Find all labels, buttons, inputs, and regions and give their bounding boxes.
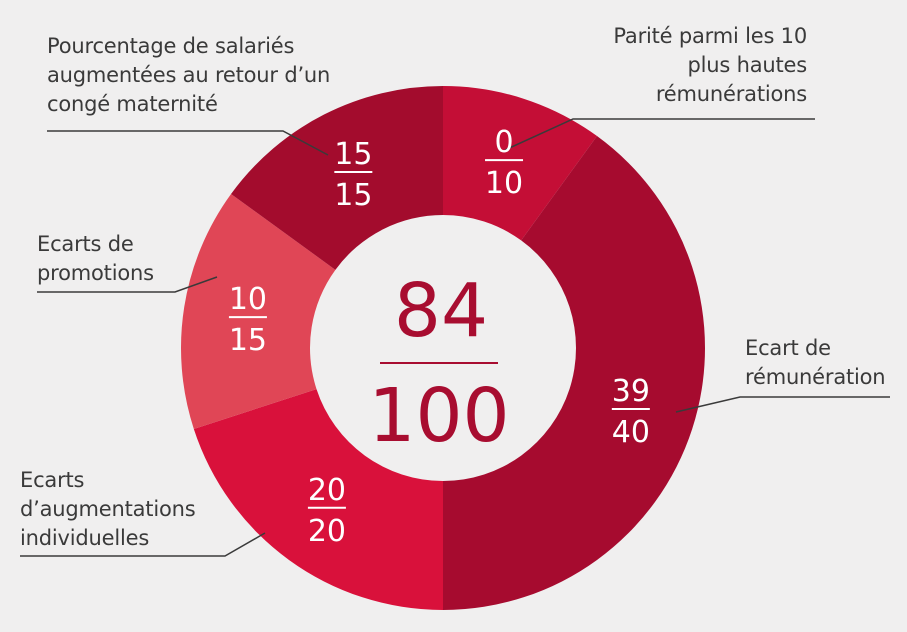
leader-line-conge-maternite (47, 130, 329, 156)
label-line: congé maternité (47, 92, 218, 116)
segment-score-value: 15 (334, 137, 372, 172)
legend-label-conge-maternite: Pourcentage de salariés augmentées au re… (47, 32, 330, 119)
segment-score-max: 10 (485, 166, 523, 201)
label-line: plus hautes (687, 53, 808, 77)
legend-label-ecart-remuneration: Ecart de rémunération (745, 334, 886, 392)
label-line: Ecarts de (37, 232, 134, 256)
center-disk (312, 217, 574, 479)
label-line: Parité parmi les 10 (613, 24, 807, 48)
leader-line-promotions (37, 276, 218, 293)
legend-label-promotions: Ecarts de promotions (37, 230, 154, 288)
donut-segment-conge-maternite (231, 86, 443, 270)
legend-label-parite: Parité parmi les 10 plus hautes rémunéra… (613, 22, 807, 109)
label-line: augmentées au retour d’un (47, 63, 331, 87)
label-line: d’augmentations (20, 497, 196, 521)
segment-score-value: 0 (494, 125, 513, 160)
donut-segment-parite (443, 86, 597, 241)
segment-score-value: 39 (612, 374, 650, 409)
leader-line-ecart-remuneration (675, 396, 890, 413)
center-score: 84 100 (368, 268, 509, 459)
legend-label-augmentations: Ecarts d’augmentations individuelles (20, 466, 196, 553)
leader-line-augmentations (20, 532, 266, 557)
donut-segment-promotions (181, 194, 336, 429)
segment-score-max: 20 (308, 514, 346, 549)
leader-line-parite (504, 118, 815, 151)
label-line: rémunérations (655, 82, 807, 106)
segment-score-value: 10 (229, 282, 267, 317)
donut-segment-augmentations (193, 389, 443, 610)
donut-segment-ecart-remuneration (443, 136, 705, 611)
segment-score-parite: 010 (485, 125, 523, 201)
label-line: promotions (37, 261, 154, 285)
segment-score-value: 20 (308, 473, 346, 508)
label-line: Ecart de (745, 336, 831, 360)
segment-score-max: 40 (612, 415, 650, 450)
center-score-value: 84 (394, 268, 488, 354)
segment-score-max: 15 (334, 178, 372, 213)
label-line: Ecarts (20, 468, 85, 492)
label-line: rémunération (745, 365, 886, 389)
label-line: individuelles (20, 526, 150, 550)
center-score-max: 100 (368, 373, 509, 459)
label-line: Pourcentage de salariés (47, 34, 295, 58)
segment-score-max: 15 (229, 323, 267, 358)
